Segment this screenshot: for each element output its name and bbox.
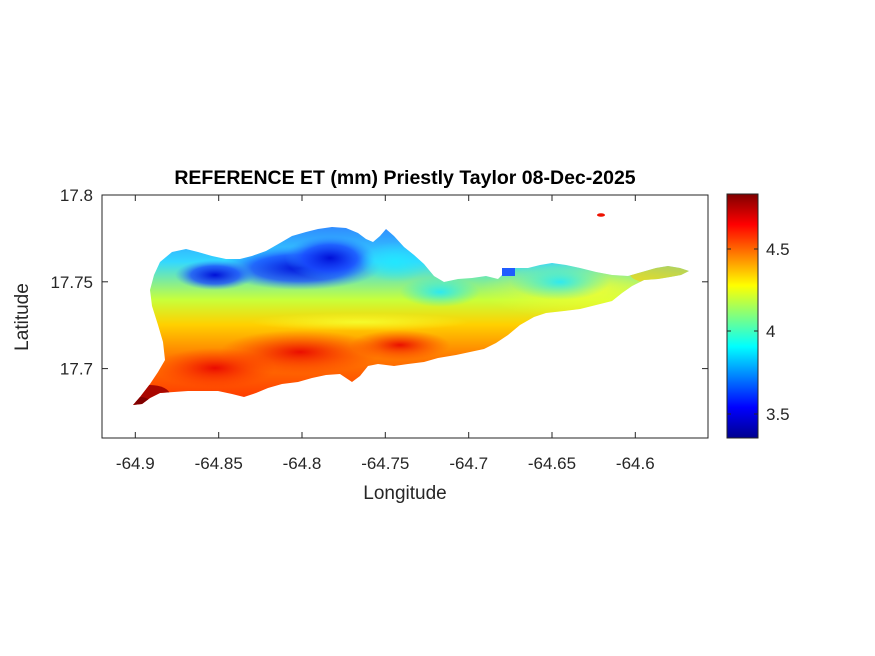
colorbar-tick-label: 4.5: [766, 240, 790, 259]
colorbar-tick-label: 3.5: [766, 405, 790, 424]
x-tick-label: -64.7: [449, 454, 488, 473]
x-tick-label: -64.75: [361, 454, 409, 473]
y-axis-label: Latitude: [12, 283, 33, 351]
chart-title: REFERENCE ET (mm) Priestly Taylor 08-Dec…: [174, 167, 635, 189]
colorbar-ticks: [727, 248, 758, 415]
x-axis: [134, 195, 636, 438]
cay-north: [502, 268, 515, 276]
colorbar: [726, 193, 759, 439]
y-tick-label: 17.7: [60, 360, 93, 379]
x-tick-label: -64.9: [116, 454, 155, 473]
y-tick-label: 17.75: [50, 273, 93, 292]
x-tick-label: -64.6: [616, 454, 655, 473]
y-axis: [102, 194, 708, 370]
colorbar-tick-label: 4: [766, 322, 775, 341]
cay-northeast: [597, 213, 605, 217]
x-tick-label: -64.65: [528, 454, 576, 473]
x-axis-label: Longitude: [363, 483, 446, 504]
y-tick-label: 17.8: [60, 186, 93, 205]
x-tick-label: -64.85: [195, 454, 243, 473]
x-tick-label: -64.8: [283, 454, 322, 473]
